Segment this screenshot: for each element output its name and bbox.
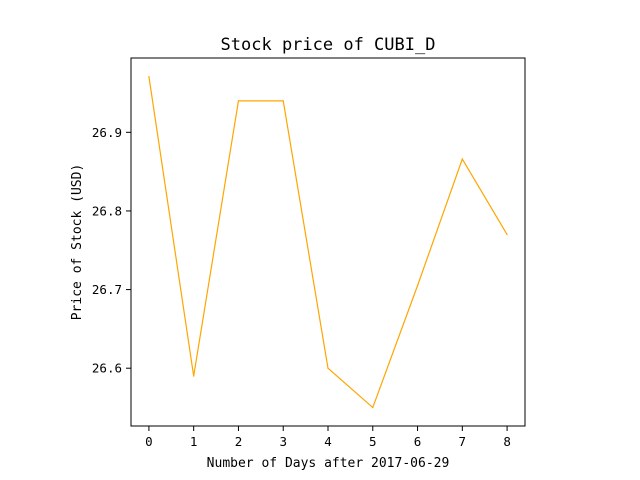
x-tick-label: 1 (190, 434, 198, 449)
x-axis-ticks: 0 1 2 3 4 5 6 7 8 (145, 426, 511, 449)
x-tick-label: 6 (414, 434, 422, 449)
x-tick-label: 3 (279, 434, 287, 449)
data-point (148, 75, 150, 78)
chart-title: Stock price of CUBI_D (221, 35, 436, 55)
data-point (416, 285, 419, 287)
x-tick-label: 4 (324, 434, 332, 449)
x-axis-label: Number of Days after 2017-06-29 (207, 456, 450, 471)
x-tick-label: 0 (145, 434, 153, 449)
data-point (461, 158, 463, 160)
y-tick-label: 26.6 (92, 361, 122, 376)
y-axis-ticks: 26.6 26.7 26.8 26.9 (92, 125, 131, 376)
y-tick-label: 26.7 (92, 282, 122, 297)
data-point (372, 406, 374, 409)
x-tick-label: 8 (503, 434, 511, 449)
x-tick-label: 5 (369, 434, 377, 449)
y-axis-label: Price of Stock (USD) (70, 164, 85, 321)
series-line (148, 76, 508, 409)
data-point (193, 375, 195, 377)
data-point (282, 100, 284, 102)
x-tick-label: 7 (459, 434, 467, 449)
x-tick-label: 2 (235, 434, 243, 449)
y-tick-label: 26.8 (92, 203, 122, 218)
data-point (506, 233, 508, 236)
data-point (237, 100, 240, 102)
plot-frame (130, 57, 526, 427)
data-point (327, 367, 329, 369)
series-layer (148, 75, 508, 409)
y-tick-label: 26.9 (92, 125, 122, 140)
